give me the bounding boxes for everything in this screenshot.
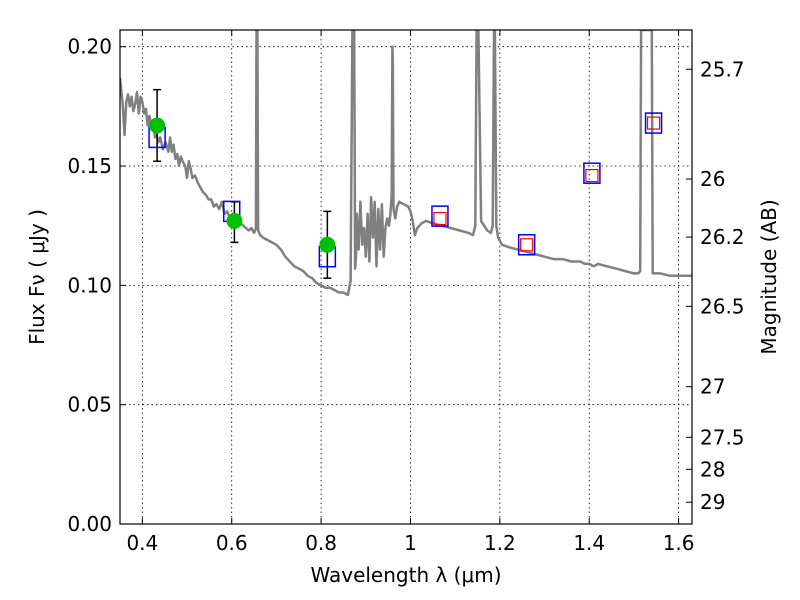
x-axis-title: Wavelength λ (μm) <box>310 563 501 587</box>
model-photometry-inner-square <box>433 211 447 226</box>
y-axis-ticks: 0.00 0.05 0.10 0.15 0.20 <box>67 35 126 536</box>
magnitude-axis-ticks: 25.7 26 26.2 26.5 27 27.5 28 29 <box>686 57 745 514</box>
model-photometry-square <box>517 234 536 256</box>
magnitude-tick-label: 27.5 <box>700 425 745 449</box>
x-axis-ticks: 0.4 0.6 0.8 1 1.2 1.4 1.6 <box>126 30 695 555</box>
observed-photometry-point <box>149 117 166 134</box>
magnitude-tick-label: 25.7 <box>700 57 745 81</box>
magnitude-tick-label: 28 <box>700 457 725 481</box>
model-photometry-markers <box>148 112 663 268</box>
x-tick-label: 1 <box>404 531 417 555</box>
model-photometry-square <box>583 162 601 184</box>
observed-photometry-point <box>319 236 336 253</box>
y-tick-label: 0.15 <box>67 154 112 178</box>
model-spectrum-line <box>120 30 692 297</box>
model-photometry-inner-markers <box>433 116 661 252</box>
model-photometry-square <box>431 205 449 227</box>
x-tick-label: 1.6 <box>663 531 695 555</box>
x-tick-label: 1.4 <box>573 531 605 555</box>
magnitude-tick-label: 26.5 <box>700 294 745 318</box>
magnitude-tick-label: 26 <box>700 167 725 191</box>
y-tick-label: 0.00 <box>67 512 112 536</box>
y-axis-title: Flux Fν ( μJy ) <box>25 209 49 345</box>
error-bars <box>153 88 332 279</box>
plot-frame <box>119 29 693 525</box>
model-photometry-inner-square <box>646 116 661 130</box>
magnitude-tick-label: 26.2 <box>700 225 745 249</box>
observed-photometry-point <box>226 212 243 229</box>
plot-area <box>120 30 692 297</box>
model-photometry-square <box>644 112 663 134</box>
model-photometry-inner-square <box>520 238 534 252</box>
magnitude-axis-title: Magnitude (AB) <box>757 199 781 354</box>
magnitude-tick-label: 27 <box>700 375 725 399</box>
magnitude-tick-label: 29 <box>700 490 725 514</box>
y-tick-label: 0.10 <box>67 273 112 297</box>
grid <box>120 30 692 524</box>
observed-photometry-markers <box>149 117 336 253</box>
y-tick-label: 0.05 <box>67 393 112 417</box>
x-tick-label: 1.2 <box>484 531 516 555</box>
x-tick-label: 0.6 <box>216 531 248 555</box>
x-tick-label: 0.4 <box>126 531 158 555</box>
y-tick-label: 0.20 <box>67 35 112 59</box>
model-photometry-inner-square <box>585 168 599 183</box>
x-tick-label: 0.8 <box>305 531 337 555</box>
